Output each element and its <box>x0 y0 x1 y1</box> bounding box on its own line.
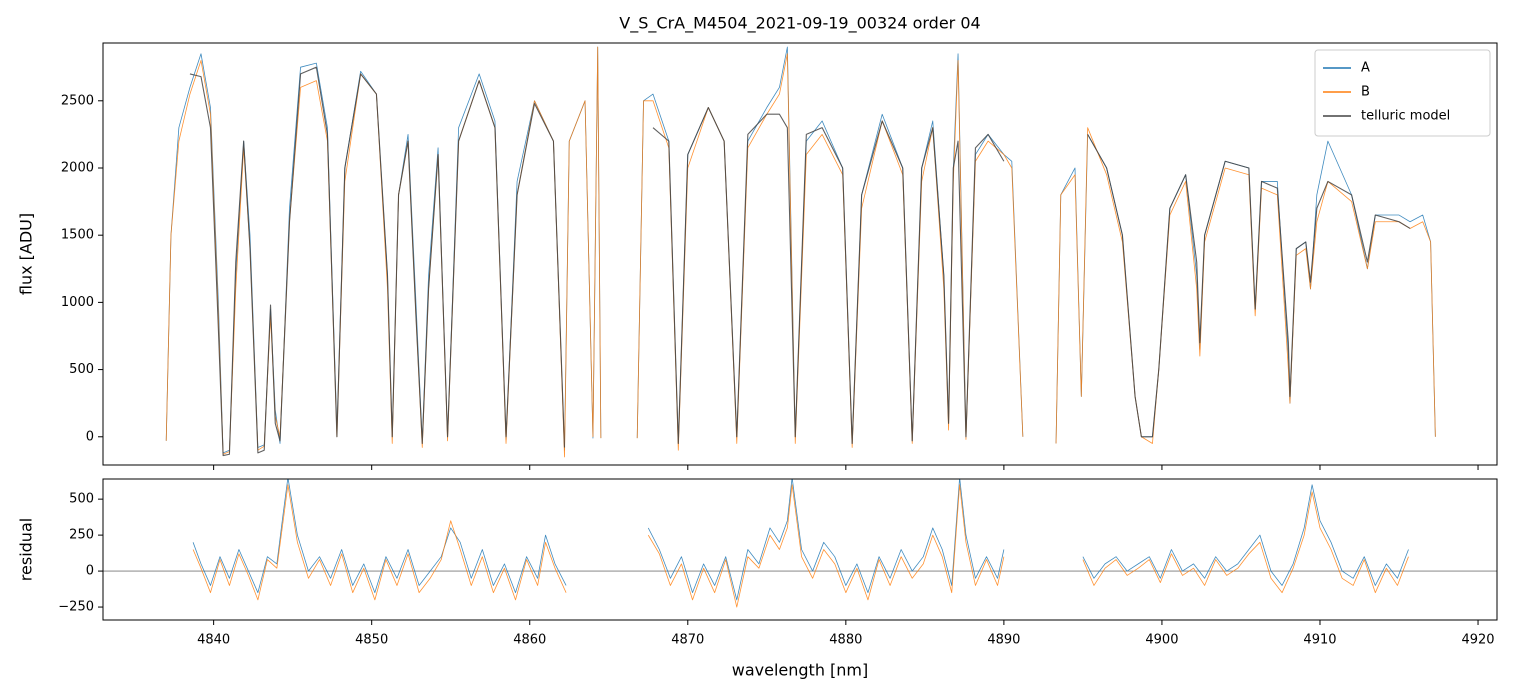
x-tick-label: 4890 <box>987 633 1020 648</box>
legend-box <box>1314 49 1491 137</box>
series-line <box>165 46 1436 454</box>
y-tick-label: 1500 <box>61 228 94 243</box>
y-axis-label: flux [ADU] <box>17 213 36 295</box>
x-tick-label: 4850 <box>355 633 388 648</box>
y-tick-label: 0 <box>86 564 94 579</box>
x-axis-label: wavelength [nm] <box>732 661 869 680</box>
plot-area <box>192 479 1409 608</box>
y-tick-label: −250 <box>58 600 94 615</box>
chart-title: V_S_CrA_M4504_2021-09-19_00324 order 04 <box>619 14 980 34</box>
y-tick-label: 500 <box>69 492 94 507</box>
x-tick-label: 4900 <box>1145 633 1178 648</box>
y-tick-label: 1000 <box>61 295 94 310</box>
series-line <box>192 479 1409 601</box>
axes-frame <box>102 42 1498 466</box>
y-tick-label: 2500 <box>61 93 94 108</box>
y-tick-label: 0 <box>86 429 94 444</box>
series-line <box>189 66 1411 457</box>
y-axis-label: residual <box>17 518 36 581</box>
y-tick-label: 250 <box>69 528 94 543</box>
x-tick-label: 4880 <box>829 633 862 648</box>
series-line <box>192 484 1409 608</box>
plot-area <box>165 46 1436 458</box>
legend-label: B <box>1361 85 1370 100</box>
axes-frame <box>102 478 1498 621</box>
legend-label: A <box>1361 61 1370 76</box>
y-tick-label: 500 <box>69 362 94 377</box>
x-tick-label: 4920 <box>1461 633 1494 648</box>
x-tick-label: 4840 <box>197 633 230 648</box>
series-line <box>165 46 1436 458</box>
x-tick-label: 4860 <box>513 633 546 648</box>
y-tick-label: 2000 <box>61 160 94 175</box>
x-tick-label: 4870 <box>671 633 704 648</box>
legend-label: telluric model <box>1361 109 1450 124</box>
x-tick-label: 4910 <box>1303 633 1336 648</box>
